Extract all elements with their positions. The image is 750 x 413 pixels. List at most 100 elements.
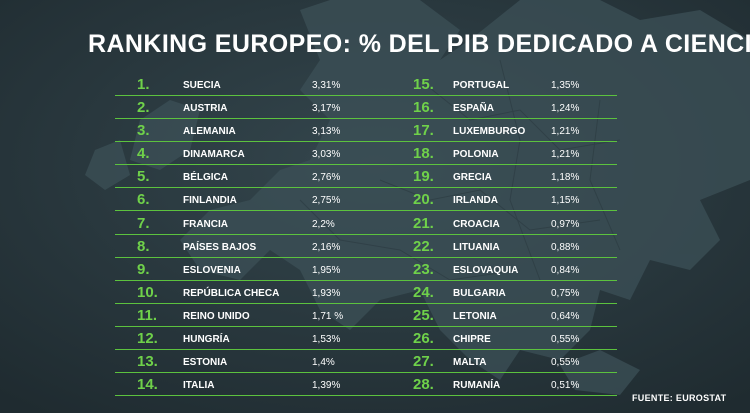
country-name: ITALIA [183, 380, 215, 392]
page-title: RANKING EUROPEO: % DEL PIB DEDICADO A CI… [88, 30, 750, 58]
ranking-row: 16. ESPAÑA 1,24% [395, 98, 617, 120]
ranking-row: 26. CHIPRE 0,55% [395, 329, 617, 351]
rank-number: 27. [413, 353, 434, 371]
gdp-percentage: 0,75% [551, 287, 580, 299]
ranking-row: 27. MALTA 0,55% [395, 352, 617, 374]
rank-number: 25. [413, 306, 434, 324]
gdp-percentage: 2,2% [312, 218, 335, 230]
ranking-column-right: 15. PORTUGAL 1,35% 16. ESPAÑA 1,24% 17. LUXEMBU… [395, 75, 617, 398]
country-name: PAÍSES BAJOS [183, 241, 257, 253]
rank-number: 23. [413, 260, 434, 278]
gdp-percentage: 0,64% [551, 310, 580, 322]
country-name: RUMANÍA [453, 380, 501, 392]
gdp-percentage: 0,55% [551, 357, 580, 369]
gdp-percentage: 1,71 % [312, 310, 344, 322]
ranking-row: 25. LETONIA 0,64% [395, 306, 617, 327]
country-name: SUECIA [183, 80, 221, 91]
gdp-percentage: 3,31% [312, 80, 341, 91]
ranking-row: 4. DINAMARCA 3,03% [115, 144, 415, 166]
country-name: CHIPRE [453, 334, 491, 346]
rank-number: 4. [137, 145, 150, 163]
rank-number: 22. [413, 237, 434, 255]
rank-number: 8. [137, 237, 150, 255]
rank-number: 26. [413, 330, 434, 348]
rank-number: 18. [413, 145, 434, 163]
country-name: FINLANDIA [183, 195, 237, 207]
ranking-row: 5. BÉLGICA 2,76% [115, 167, 415, 189]
country-name: MALTA [453, 357, 487, 369]
gdp-percentage: 0,84% [551, 264, 580, 276]
ranking-row: 22. LITUANIA 0,88% [395, 237, 617, 258]
gdp-percentage: 1,24% [551, 103, 580, 115]
ranking-row: 24. BULGARIA 0,75% [395, 283, 617, 304]
country-name: GRECIA [453, 172, 492, 184]
ranking-row: 20. IRLANDA 1,15% [395, 190, 617, 212]
country-name: FRANCIA [183, 218, 228, 230]
rank-number: 5. [137, 168, 150, 186]
country-name: IRLANDA [453, 195, 498, 207]
rank-number: 16. [413, 99, 434, 117]
ranking-row: 21. CROACIA 0,97% [395, 214, 617, 235]
rank-number: 19. [413, 168, 434, 186]
country-name: REINO UNIDO [183, 310, 250, 322]
ranking-row: 18. POLONIA 1,21% [395, 144, 617, 166]
ranking-row: 23. ESLOVAQUIA 0,84% [395, 260, 617, 281]
country-name: ESTONIA [183, 357, 228, 369]
rank-number: 3. [137, 122, 150, 140]
country-name: ESLOVAQUIA [453, 264, 519, 276]
gdp-percentage: 1,21% [551, 149, 580, 161]
ranking-row: 17. LUXEMBURGO 1,21% [395, 121, 617, 143]
ranking-row: 11. REINO UNIDO 1,71 % [115, 306, 415, 327]
ranking-row: 7. FRANCIA 2,2% [115, 214, 415, 235]
gdp-percentage: 1,21% [551, 126, 580, 138]
rank-number: 2. [137, 99, 150, 117]
rank-number: 17. [413, 122, 434, 140]
source-note: FUENTE: EUROSTAT [632, 393, 727, 403]
gdp-percentage: 1,4% [312, 357, 335, 369]
rank-number: 21. [413, 214, 434, 232]
rank-number: 24. [413, 283, 434, 301]
gdp-percentage: 0,51% [551, 380, 580, 392]
ranking-row: 15. PORTUGAL 1,35% [395, 75, 617, 96]
country-name: DINAMARCA [183, 149, 245, 161]
ranking-row: 8. PAÍSES BAJOS 2,16% [115, 237, 415, 258]
ranking-row: 10. REPÚBLICA CHECA 1,93% [115, 283, 415, 304]
rank-number: 28. [413, 376, 434, 394]
ranking-row: 2. AUSTRIA 3,17% [115, 98, 415, 120]
rank-number: 12. [137, 330, 158, 348]
gdp-percentage: 3,17% [312, 103, 341, 115]
rank-number: 9. [137, 260, 150, 278]
country-name: BULGARIA [453, 287, 506, 299]
gdp-percentage: 1,39% [312, 380, 341, 392]
country-name: POLONIA [453, 149, 499, 161]
ranking-row: 13. ESTONIA 1,4% [115, 352, 415, 374]
gdp-percentage: 0,97% [551, 218, 580, 230]
rank-number: 6. [137, 191, 150, 209]
country-name: ALEMANIA [183, 126, 236, 138]
gdp-percentage: 2,76% [312, 172, 341, 184]
rank-number: 13. [137, 353, 158, 371]
country-name: ESLOVENIA [183, 264, 241, 276]
ranking-row: 19. GRECIA 1,18% [395, 167, 617, 189]
country-name: AUSTRIA [183, 103, 228, 115]
ranking-row: 12. HUNGRÍA 1,53% [115, 329, 415, 351]
rank-number: 7. [137, 214, 150, 232]
ranking-row: 3. ALEMANIA 3,13% [115, 121, 415, 143]
gdp-percentage: 1,93% [312, 287, 341, 299]
gdp-percentage: 1,15% [551, 195, 580, 207]
country-name: REPÚBLICA CHECA [183, 287, 280, 299]
gdp-percentage: 0,55% [551, 334, 580, 346]
country-name: BÉLGICA [183, 172, 228, 184]
gdp-percentage: 1,53% [312, 334, 341, 346]
gdp-percentage: 2,16% [312, 241, 341, 253]
rank-number: 15. [413, 76, 434, 93]
country-name: PORTUGAL [453, 80, 510, 91]
gdp-percentage: 2,75% [312, 195, 341, 207]
gdp-percentage: 1,35% [551, 80, 580, 91]
country-name: LITUANIA [453, 241, 500, 253]
country-name: ESPAÑA [453, 103, 494, 115]
country-name: LUXEMBURGO [453, 126, 526, 138]
ranking-row: 14. ITALIA 1,39% [115, 375, 415, 397]
rank-number: 10. [137, 283, 158, 301]
ranking-row: 9. ESLOVENIA 1,95% [115, 260, 415, 281]
